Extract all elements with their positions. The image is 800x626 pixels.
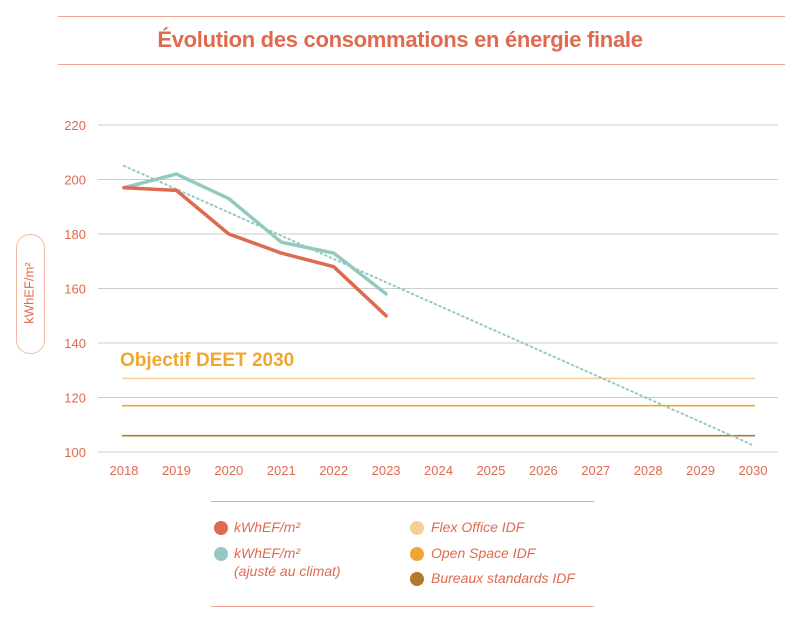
legend-swatch-open-space bbox=[410, 547, 424, 561]
x-tick-label: 2025 bbox=[476, 463, 505, 478]
x-tick-label: 2024 bbox=[424, 463, 453, 478]
legend-swatch-series2 bbox=[214, 547, 228, 561]
x-tick-label: 2027 bbox=[581, 463, 610, 478]
x-tick-labels: 2018 2019 2020 2021 2022 2023 2024 2025 2026 2027… bbox=[110, 463, 768, 478]
legend-label-series2: kWhEF/m² bbox=[234, 545, 301, 561]
x-tick-label: 2021 bbox=[267, 463, 296, 478]
trend-dotted-line bbox=[123, 164, 754, 447]
target-lines bbox=[122, 377, 755, 437]
title-underline bbox=[58, 64, 785, 65]
x-tick-label: 2029 bbox=[686, 463, 715, 478]
y-axis-label-frame bbox=[16, 234, 45, 354]
x-tick-label: 2018 bbox=[110, 463, 139, 478]
legend-top-rule bbox=[211, 501, 594, 502]
series-line-kwhef bbox=[122, 185, 388, 318]
legend-sublabel-series2: (ajusté au climat) bbox=[234, 563, 341, 579]
x-tick-label: 2028 bbox=[634, 463, 663, 478]
y-tick-label: 200 bbox=[64, 173, 86, 188]
trend-line bbox=[123, 164, 754, 447]
legend-label-bureaux: Bureaux standards IDF bbox=[431, 570, 575, 586]
legend-label-flex-office: Flex Office IDF bbox=[431, 519, 525, 535]
data-series bbox=[122, 172, 388, 318]
series-line-climate-adjusted bbox=[122, 172, 388, 296]
y-tick-labels: 100 120 140 160 180 200 220 bbox=[64, 118, 86, 460]
chart-title: Évolution des consommations en énergie f… bbox=[157, 27, 643, 52]
y-tick-label: 160 bbox=[64, 282, 86, 297]
legend-label-open-space: Open Space IDF bbox=[431, 545, 536, 561]
x-tick-label: 2019 bbox=[162, 463, 191, 478]
y-tick-label: 120 bbox=[64, 391, 86, 406]
objective-annotation: Objectif DEET 2030 bbox=[120, 350, 294, 371]
top-rule bbox=[58, 16, 785, 17]
x-tick-label: 2030 bbox=[739, 463, 768, 478]
grid-lines bbox=[98, 124, 778, 453]
x-tick-label: 2026 bbox=[529, 463, 558, 478]
legend-swatch-series1 bbox=[214, 521, 228, 535]
x-tick-label: 2023 bbox=[372, 463, 401, 478]
y-tick-label: 140 bbox=[64, 336, 86, 351]
y-tick-label: 100 bbox=[64, 445, 86, 460]
legend-swatch-flex-office bbox=[410, 521, 424, 535]
x-tick-label: 2020 bbox=[214, 463, 243, 478]
x-tick-label: 2022 bbox=[319, 463, 348, 478]
legend-bottom-rule bbox=[211, 606, 594, 607]
legend-swatch-bureaux bbox=[410, 572, 424, 586]
legend-label-series1: kWhEF/m² bbox=[234, 519, 301, 535]
y-tick-label: 220 bbox=[64, 118, 86, 133]
y-tick-label: 180 bbox=[64, 227, 86, 242]
